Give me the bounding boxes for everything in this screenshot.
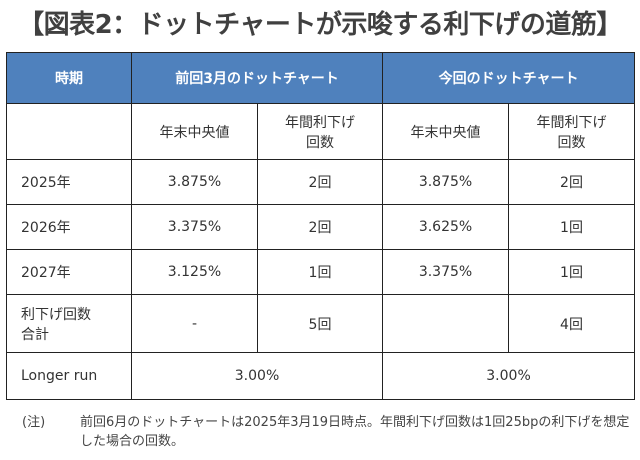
footnote-label: (注) bbox=[22, 415, 46, 430]
row-label: 2027年 bbox=[6, 249, 132, 295]
dot-chart-table: 時期 前回3月のドットチャート 今回のドットチャート 年末中央値 年間利下げ 回… bbox=[6, 52, 636, 400]
row-label-text: 利下げ回数 合計 bbox=[21, 306, 91, 343]
cell: 2回 bbox=[508, 159, 636, 205]
cell: 3.00% bbox=[382, 352, 636, 400]
cell: 3.375% bbox=[382, 249, 510, 295]
cell: 3.875% bbox=[382, 159, 510, 205]
subheader: 年末中央値 bbox=[382, 103, 510, 160]
subheader: 年間利下げ 回数 bbox=[508, 103, 636, 160]
cell: 3.00% bbox=[130, 352, 384, 400]
table-row-total: 利下げ回数 合計 - 5回 4回 bbox=[6, 294, 636, 353]
cell: 2回 bbox=[256, 204, 384, 250]
footnote: (注) 前回6月のドットチャートは2025年3月19日時点。年間利下げ回数は1回… bbox=[22, 413, 635, 451]
table-row-longer-run: Longer run 3.00% 3.00% bbox=[6, 352, 636, 400]
cell: 3.875% bbox=[131, 159, 258, 205]
subheader: 年間利下げ 回数 bbox=[256, 103, 384, 160]
row-label: 2026年 bbox=[6, 204, 132, 250]
cell: 3.625% bbox=[382, 204, 510, 250]
row-label: 2025年 bbox=[6, 159, 132, 205]
row-label: Longer run bbox=[6, 352, 132, 400]
empty-cell bbox=[6, 103, 132, 160]
subheader-row: 年末中央値 年間利下げ 回数 年末中央値 年間利下げ 回数 bbox=[6, 103, 636, 160]
table-row: 2027年 3.125% 1回 3.375% 1回 bbox=[6, 249, 636, 295]
cell: - bbox=[131, 294, 258, 353]
cell: 3.125% bbox=[131, 249, 258, 295]
cell: 1回 bbox=[508, 249, 636, 295]
header-period: 時期 bbox=[6, 52, 132, 104]
cell bbox=[382, 294, 510, 353]
cell: 4回 bbox=[508, 294, 636, 353]
footnote-text: 前回6月のドットチャートは2025年3月19日時点。年間利下げ回数は1回25bp… bbox=[80, 415, 630, 449]
cell: 3.375% bbox=[131, 204, 258, 250]
cell: 1回 bbox=[256, 249, 384, 295]
header-previous: 前回3月のドットチャート bbox=[130, 52, 384, 104]
subheader-text: 年間利下げ 回数 bbox=[536, 114, 607, 151]
cell: 1回 bbox=[508, 204, 636, 250]
subheader: 年末中央値 bbox=[131, 103, 258, 160]
table-row: 2025年 3.875% 2回 3.875% 2回 bbox=[6, 159, 636, 205]
header-row: 時期 前回3月のドットチャート 今回のドットチャート bbox=[6, 52, 636, 104]
row-label: 利下げ回数 合計 bbox=[6, 294, 132, 353]
header-current: 今回のドットチャート bbox=[382, 52, 636, 104]
table-row: 2026年 3.375% 2回 3.625% 1回 bbox=[6, 204, 636, 250]
cell: 5回 bbox=[256, 294, 384, 353]
figure-title: 【図表2：ドットチャートが示唆する利下げの道筋】 bbox=[18, 10, 622, 40]
cell: 2回 bbox=[256, 159, 384, 205]
subheader-text: 年間利下げ 回数 bbox=[285, 114, 355, 151]
